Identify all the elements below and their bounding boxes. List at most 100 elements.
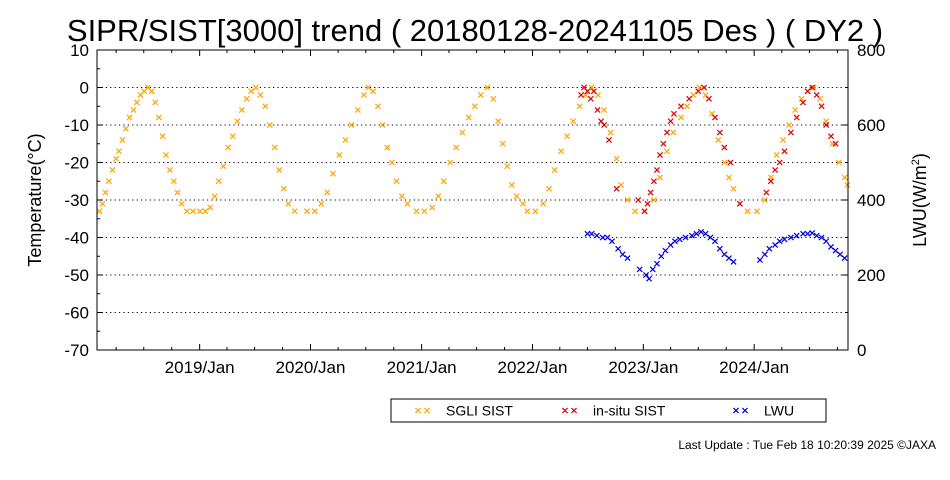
data-point [781,236,788,243]
data-point [159,133,166,140]
data-point [459,129,466,136]
data-point [207,204,214,211]
data-point [557,148,565,155]
data-point [276,166,283,174]
data-point [495,118,502,125]
data-point [763,189,770,196]
data-point [841,174,848,181]
data-point [656,174,664,181]
legend-marker [423,407,431,414]
legend-box [390,398,827,423]
data-point [133,99,140,106]
data-point [404,200,411,207]
data-point [318,200,325,207]
data-point [593,232,600,239]
data-point [453,144,460,151]
legend-marker [570,407,578,414]
y-tick-label: -40 [64,229,89,248]
data-point [109,166,116,174]
data-point [252,84,259,91]
data-point [823,238,830,245]
data-point [508,181,515,189]
data-point [96,208,103,215]
data-point [827,133,835,140]
data-point [398,193,405,200]
data-point [753,208,760,215]
data-point [695,88,702,95]
data-point [189,208,196,215]
data-point [647,189,654,196]
data-point [590,88,597,95]
x-tick-label: 2022/Jan [498,358,568,377]
data-point [793,232,800,239]
data-point [697,228,705,235]
data-point [584,88,591,95]
data-point [823,121,830,129]
data-point [354,106,361,114]
data-point [520,200,527,207]
data-point [656,151,664,159]
data-point [615,245,622,252]
data-point [832,140,839,147]
series-sgli-sist [96,84,851,215]
data-point [635,196,642,204]
data-point [524,208,531,215]
data-point [711,238,719,245]
data-point [793,114,800,121]
legend-label: in-situ SIST [593,403,666,419]
y-axis-right: 800 600 400 200 0 [842,41,885,360]
data-point [841,255,848,262]
data-point [682,234,689,241]
data-point [465,114,472,121]
data-point [166,166,173,174]
data-point [613,185,620,192]
data-point [196,208,203,215]
data-point [650,178,657,185]
legend-label: LWU [764,403,794,419]
data-point [787,129,794,136]
data-point [174,189,181,196]
data-point [786,121,793,129]
y-tick-label: -70 [64,341,89,360]
data-point [99,200,106,207]
data-point [779,136,787,144]
data-point [653,166,661,174]
data-point [613,155,620,162]
data-point [835,159,842,166]
data-point [388,159,395,166]
data-point [429,204,436,211]
data-point [225,144,232,151]
y-tick-label: 10 [70,41,89,60]
x-tick-label: 2020/Jan [276,358,346,377]
y2-axis-label-main: LWU(W/m [910,165,930,247]
data-point [342,136,349,144]
data-point [667,118,674,125]
data-point [211,193,218,200]
data-point [271,144,278,151]
data-point [393,178,400,185]
data-point [490,95,497,102]
data-point [677,114,685,121]
x-tick-label: 2019/Jan [165,358,235,377]
data-point [280,185,287,192]
data-point [170,178,177,185]
data-point [688,232,695,239]
data-point [257,91,264,99]
series-in-situ-sist [578,84,839,215]
data-point [605,136,613,144]
data-point [632,208,639,215]
data-point [540,200,547,207]
legend-marker [732,407,740,414]
data-point [670,110,678,117]
y-tick-label: -20 [64,154,89,173]
data-point [370,88,377,95]
data-point [374,103,381,110]
data-point [105,178,112,185]
data-point [336,151,343,159]
data-point [238,106,245,114]
data-point [781,148,788,155]
data-point [513,193,520,200]
data-point [730,258,737,265]
data-point [348,121,355,129]
